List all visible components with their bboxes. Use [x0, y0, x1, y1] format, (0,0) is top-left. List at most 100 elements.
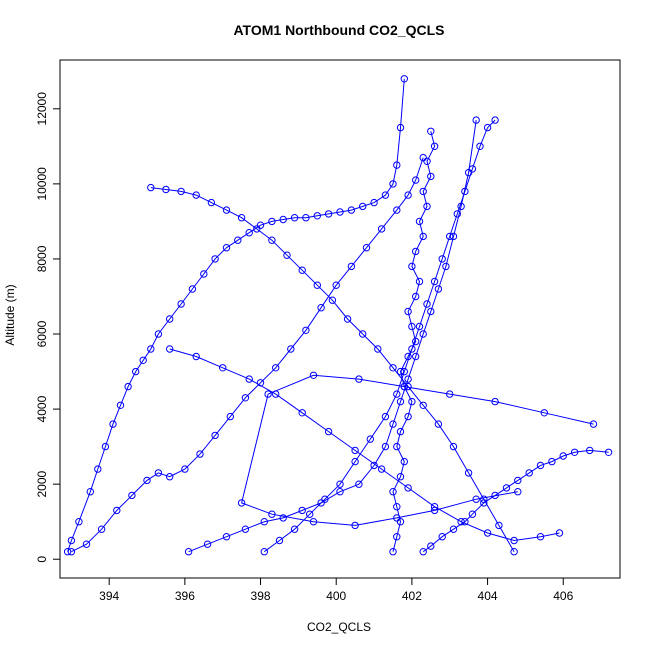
data-point [381, 442, 390, 451]
data-point [313, 281, 321, 289]
data-point [434, 285, 443, 293]
data-point [237, 214, 246, 222]
data-point [514, 476, 522, 485]
data-point [427, 172, 435, 181]
data-point [211, 255, 219, 263]
data-point [468, 165, 477, 173]
data-point [279, 215, 287, 224]
data-point [143, 476, 151, 485]
data-point [559, 452, 567, 460]
data-point [154, 469, 163, 477]
x-tick-label: 396 [175, 589, 195, 603]
data-point [362, 244, 371, 252]
data-point [461, 187, 469, 196]
data-point [438, 255, 446, 263]
data-point [275, 536, 284, 545]
data-point [147, 183, 155, 192]
data-point [298, 506, 306, 515]
data-point [253, 225, 261, 233]
data-point [290, 525, 299, 533]
data-point [536, 533, 545, 541]
x-tick-label: 394 [99, 589, 119, 603]
data-point [321, 495, 329, 503]
y-tick-label: 0 [35, 556, 49, 563]
data-point [351, 521, 359, 530]
data-point [332, 281, 340, 289]
data-point [449, 525, 458, 533]
y-axis-label: Altitude (m) [3, 284, 17, 345]
data-point [446, 232, 454, 241]
data-point [245, 375, 253, 383]
data-point [313, 212, 321, 220]
data-point [63, 548, 72, 556]
data-point [404, 412, 412, 421]
data-point [306, 510, 314, 518]
data-point [166, 473, 174, 481]
data-point [476, 142, 484, 151]
data-point [347, 206, 356, 214]
data-point [427, 307, 435, 316]
data-point [389, 420, 397, 428]
data-point [389, 488, 397, 496]
y-axis: 0 2000 4000 6000 8000 10000 12000 [35, 92, 61, 563]
data-point [393, 514, 401, 522]
data-point [366, 435, 374, 443]
data-point [241, 394, 250, 402]
data-point [415, 277, 424, 286]
data-point [548, 457, 556, 466]
data-point [237, 499, 246, 507]
y-tick-label: 10000 [35, 167, 49, 201]
data-point [412, 352, 420, 361]
data-point [586, 446, 594, 455]
data-point [396, 518, 405, 526]
data-point [396, 367, 405, 376]
data-point [124, 382, 132, 391]
data-point [154, 330, 163, 338]
data-point [412, 337, 420, 346]
data-point [393, 206, 401, 214]
data-point [67, 536, 76, 545]
x-axis-label: CO2_QCLS [307, 620, 371, 634]
data-point [268, 217, 276, 226]
data-point [222, 206, 231, 214]
data-point [393, 161, 401, 169]
data-point [97, 525, 106, 533]
series-line [392, 131, 436, 552]
data-point [412, 292, 420, 301]
data-point [389, 548, 397, 556]
data-point [483, 123, 492, 132]
data-point [222, 244, 231, 252]
data-point [408, 397, 416, 406]
data-point [381, 191, 390, 199]
data-point [536, 461, 545, 470]
data-point [393, 503, 401, 511]
data-point [324, 427, 333, 436]
data-point [177, 300, 185, 308]
data-point [514, 488, 522, 496]
x-tick-label: 402 [402, 589, 422, 603]
data-point [343, 315, 352, 323]
data-point [430, 503, 439, 511]
data-point [147, 345, 155, 353]
data-point [404, 484, 412, 492]
data-point [480, 495, 488, 503]
series-line [422, 449, 609, 553]
data-point [396, 427, 405, 436]
data-point [472, 495, 480, 503]
y-tick-label: 8000 [35, 245, 49, 272]
data-point [188, 285, 197, 293]
series-6 [147, 183, 518, 556]
data-point [219, 364, 227, 372]
series-4 [184, 116, 480, 556]
data-point [328, 296, 337, 304]
data-point [464, 168, 473, 177]
data-point [75, 518, 83, 526]
data-point [412, 176, 420, 184]
data-point [116, 401, 125, 409]
series-line [241, 374, 594, 526]
data-point [192, 191, 200, 199]
data-point [268, 510, 276, 518]
data-point [359, 330, 367, 338]
data-point [404, 375, 412, 383]
data-point [162, 185, 170, 194]
